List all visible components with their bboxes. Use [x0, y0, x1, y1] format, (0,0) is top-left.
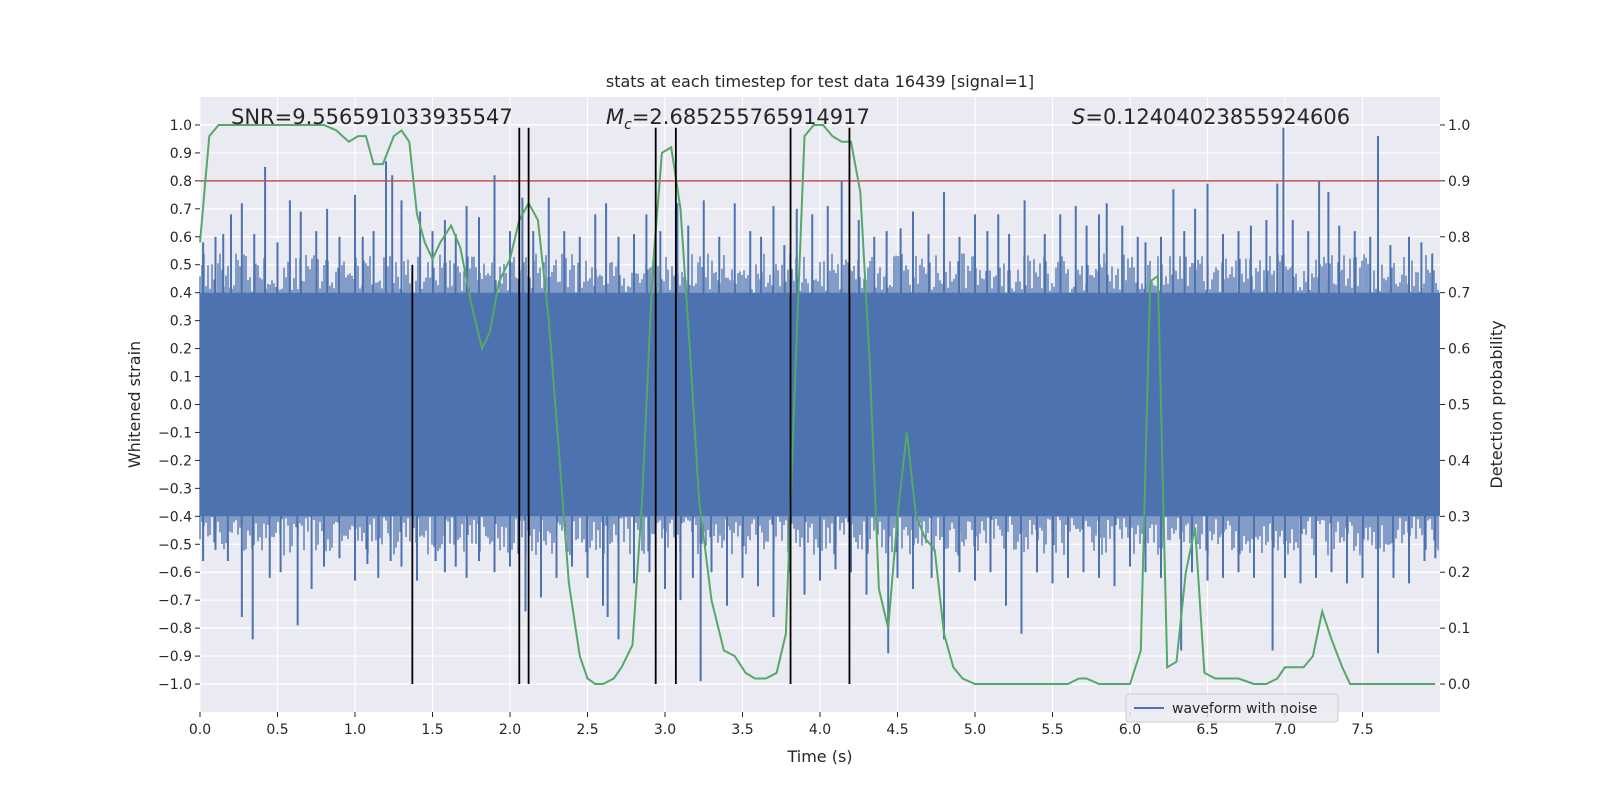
y-tick-label: 0.6: [170, 230, 192, 246]
x-tick-label: 3.5: [731, 722, 753, 738]
x-tick-label: 6.0: [1119, 722, 1141, 738]
x-tick-label: 5.0: [964, 722, 986, 738]
y-tick-label: −0.5: [158, 537, 192, 553]
y-tick-label: −0.4: [158, 509, 192, 525]
y2-tick-label: 0.9: [1448, 174, 1470, 190]
y2-tick-label: 0.2: [1448, 565, 1470, 581]
x-tick-label: 0.5: [266, 722, 288, 738]
y-tick-label: 0.2: [170, 342, 192, 358]
y-tick-label: −0.8: [158, 621, 192, 637]
y-tick-label: 0.4: [170, 286, 192, 302]
y-tick-label: 0.0: [170, 398, 192, 414]
s-annotation: S=0.12404023855924606: [1072, 105, 1350, 129]
snr-annotation: SNR=9.556591033935547: [231, 105, 513, 129]
y-tick-label: −0.6: [158, 565, 192, 581]
y-tick-label: 0.3: [170, 314, 192, 330]
y2-tick-label: 0.3: [1448, 509, 1470, 525]
legend-entry: waveform with noise: [1172, 701, 1317, 717]
x-tick-label: 4.0: [809, 722, 831, 738]
chirp-mass-subscript: c: [624, 117, 632, 133]
x-tick-label: 4.5: [886, 722, 908, 738]
y2-tick-label: 0.7: [1448, 286, 1470, 302]
y-tick-label: 0.5: [170, 258, 192, 274]
y-tick-label: 1.0: [170, 118, 192, 134]
y2-tick-label: 0.6: [1448, 342, 1470, 358]
legend: waveform with noise: [1125, 693, 1339, 723]
chirp-mass-value: =2.685255765914917: [632, 105, 870, 129]
waveform-series: [199, 127, 1440, 682]
y2-tick-label: 0.1: [1448, 621, 1470, 637]
y2-tick-label: 0.5: [1448, 398, 1470, 414]
x-tick-label: 5.5: [1041, 722, 1063, 738]
y-tick-label: 0.9: [170, 146, 192, 162]
x-tick-label: 2.0: [499, 722, 521, 738]
y-tick-label: −0.1: [158, 425, 192, 441]
y-tick-label: 0.1: [170, 370, 192, 386]
y-tick-label: 0.7: [170, 202, 192, 218]
s-value: =0.12404023855924606: [1085, 105, 1350, 129]
y2-tick-label: 1.0: [1448, 118, 1470, 134]
y2-tick-label: 0.8: [1448, 230, 1470, 246]
probability-series: [199, 124, 1436, 685]
x-tick-label: 1.5: [421, 722, 443, 738]
event-markers: [411, 127, 851, 685]
y-tick-label: −0.3: [158, 481, 192, 497]
s-symbol: S: [1072, 105, 1085, 129]
y-tick-label: −0.2: [158, 453, 192, 469]
y2-tick-label: 0.4: [1448, 453, 1470, 469]
x-tick-label: 2.5: [576, 722, 598, 738]
y-tick-label: −1.0: [158, 677, 192, 693]
probability-line: [199, 124, 1436, 685]
chirp-mass-symbol: M: [606, 105, 624, 129]
chart-title: stats at each timestep for test data 164…: [606, 72, 1034, 91]
y-tick-label: 0.8: [170, 174, 192, 190]
x-tick-label: 0.0: [189, 722, 211, 738]
y-tick-label: −0.9: [158, 649, 192, 665]
chirp-mass-annotation: Mc=2.685255765914917: [606, 105, 870, 133]
x-tick-label: 3.0: [654, 722, 676, 738]
y-axis-label: Whitened strain: [125, 341, 144, 468]
x-tick-label: 7.0: [1274, 722, 1296, 738]
y2-axis-label: Detection probability: [1487, 320, 1506, 488]
legend-box: [1125, 693, 1339, 723]
y-tick-label: −0.7: [158, 593, 192, 609]
x-tick-label: 1.0: [344, 722, 366, 738]
x-tick-label: 6.5: [1196, 722, 1218, 738]
x-tick-label: 7.5: [1351, 722, 1373, 738]
axis-ticks: 0.0 0.5 1.0 1.5 2.0 2.5 3.0 3.5 4.0 4.5 5.0 5.5 6.0 6…: [158, 118, 1470, 738]
y2-tick-label: 0.0: [1448, 677, 1470, 693]
x-axis-label: Time (s): [786, 747, 852, 766]
